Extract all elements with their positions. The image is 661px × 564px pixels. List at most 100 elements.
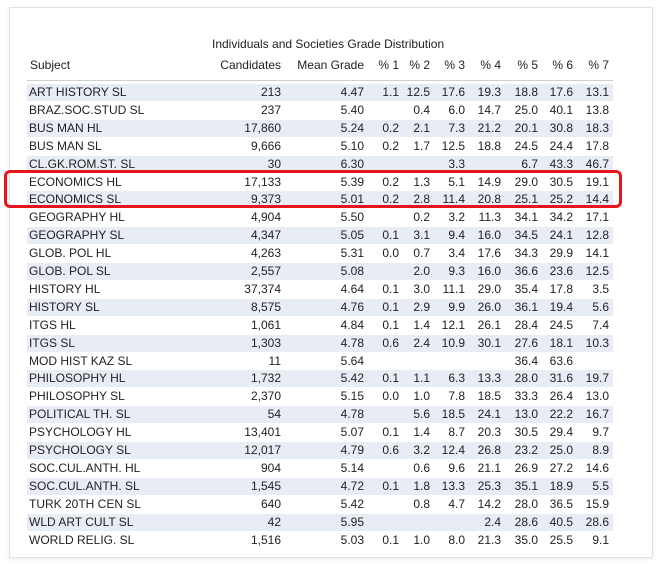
- cell-pct-7: 9.1: [592, 532, 609, 547]
- header-mean-grade: Mean Grade: [297, 58, 364, 72]
- cell-subject: POLITICAL TH. SL: [29, 407, 131, 422]
- cell-pct-7: 13.0: [585, 389, 609, 404]
- cell-pct-6: 40.1: [549, 102, 573, 117]
- cell-pct-2: 3.0: [413, 281, 430, 296]
- cell-pct-3: 3.2: [448, 210, 465, 225]
- cell-subject: GEOGRAPHY SL: [29, 228, 125, 243]
- table-row: PSYCHOLOGY HL 13,401 5.07 0.1 1.4 8.7 20.3 30.5…: [27, 424, 613, 441]
- cell-pct-2: 2.4: [413, 335, 430, 350]
- cell-pct-3: 3.3: [448, 156, 465, 171]
- cell-pct-6: 26.4: [549, 389, 573, 404]
- cell-pct-4: 26.1: [477, 317, 501, 332]
- table-row: WLD ART CULT SL 42 5.95 2.4 28.6 40.5 28.6: [27, 513, 613, 531]
- cell-pct-6: 19.4: [549, 299, 573, 314]
- cell-pct-3: 18.5: [441, 407, 465, 422]
- cell-pct-7: 14.1: [585, 246, 609, 261]
- cell-pct-6: 18.9: [549, 478, 573, 493]
- cell-candidates: 1,061: [250, 317, 281, 332]
- cell-pct-2: 1.0: [413, 389, 430, 404]
- cell-mean-grade: 4.84: [340, 317, 364, 332]
- cell-pct-2: 2.8: [413, 192, 430, 207]
- cell-pct-1: 0.1: [382, 281, 399, 296]
- cell-pct-5: 25.1: [514, 192, 538, 207]
- cell-pct-6: 30.5: [549, 174, 573, 189]
- cell-pct-3: 7.3: [448, 120, 465, 135]
- cell-pct-1: 0.6: [382, 335, 399, 350]
- cell-pct-3: 6.3: [448, 371, 465, 386]
- cell-pct-2: 1.4: [413, 317, 430, 332]
- cell-candidates: 2,370: [250, 389, 281, 404]
- cell-pct-6: 29.4: [549, 425, 573, 440]
- cell-pct-7: 5.5: [592, 478, 609, 493]
- cell-pct-4: 20.8: [477, 192, 501, 207]
- cell-pct-6: 34.2: [549, 210, 573, 225]
- cell-mean-grade: 5.31: [340, 246, 364, 261]
- cell-subject: ITGS HL: [29, 317, 76, 332]
- cell-subject: WORLD RELIG. SL: [29, 532, 135, 547]
- cell-candidates: 4,263: [250, 246, 281, 261]
- cell-pct-7: 28.6: [585, 514, 609, 529]
- cell-pct-3: 17.6: [441, 85, 465, 99]
- cell-pct-4: 21.3: [477, 532, 501, 547]
- cell-pct-5: 28.0: [514, 371, 538, 386]
- cell-pct-5: 34.5: [514, 228, 538, 243]
- cell-pct-5: 28.0: [514, 496, 538, 511]
- cell-pct-4: 24.1: [477, 407, 501, 422]
- table-row: GEOGRAPHY SL 4,347 5.05 0.1 3.1 9.4 16.0 34.5 24…: [27, 227, 613, 245]
- table-row: HISTORY HL 37,374 4.64 0.1 3.0 11.1 29.0 35.4 17…: [27, 281, 613, 298]
- cell-pct-7: 13.8: [585, 102, 609, 117]
- table-row: PHILOSOPHY HL 1,732 5.42 0.1 1.1 6.3 13.3 28.0 3…: [27, 370, 613, 388]
- cell-mean-grade: 5.03: [340, 532, 364, 547]
- cell-subject: HISTORY HL: [29, 281, 101, 296]
- cell-pct-2: 0.8: [413, 496, 430, 511]
- cell-pct-3: 8.0: [448, 532, 465, 547]
- cell-candidates: 17,133: [244, 174, 281, 189]
- cell-mean-grade: 5.10: [340, 138, 364, 153]
- table-row: GLOB. POL SL 2,557 5.08 2.0 9.3 16.0 36.6 23.6 1…: [27, 263, 613, 280]
- cell-pct-6: 25.5: [549, 532, 573, 547]
- cell-mean-grade: 4.72: [340, 478, 364, 493]
- cell-pct-6: 29.9: [549, 246, 573, 261]
- cell-subject: PHILOSOPHY SL: [29, 389, 125, 404]
- cell-pct-1: 0.1: [382, 299, 399, 314]
- cell-candidates: 237: [260, 102, 281, 117]
- cell-pct-7: 8.9: [592, 443, 609, 457]
- cell-pct-2: 1.8: [413, 478, 430, 493]
- cell-pct-7: 17.8: [585, 138, 609, 153]
- cell-pct-4: 30.1: [477, 335, 501, 350]
- cell-mean-grade: 4.78: [340, 335, 364, 350]
- cell-pct-5: 36.1: [514, 299, 538, 314]
- cell-pct-6: 31.6: [549, 371, 573, 386]
- cell-pct-7: 18.3: [585, 120, 609, 135]
- table-row: ECONOMICS SL 9,373 5.01 0.2 2.8 11.4 20.8 25.1 2…: [27, 191, 613, 209]
- cell-pct-1: 0.1: [382, 371, 399, 386]
- cell-mean-grade: 5.07: [340, 425, 364, 440]
- cell-pct-1: 0.2: [382, 174, 399, 189]
- table-row: BUS MAN HL 17,860 5.24 0.2 2.1 7.3 21.2 20.1 30.…: [27, 119, 613, 137]
- table-row: GEOGRAPHY HL 4,904 5.50 0.2 3.2 11.3 34.1 34.2 1…: [27, 209, 613, 226]
- cell-pct-2: 0.6: [413, 460, 430, 475]
- cell-pct-5: 34.3: [514, 246, 538, 261]
- cell-pct-7: 17.1: [585, 210, 609, 225]
- cell-pct-6: 23.6: [549, 264, 573, 278]
- header-divider: [27, 80, 613, 81]
- cell-mean-grade: 5.15: [340, 389, 364, 404]
- header-pct-7: % 7: [588, 58, 609, 72]
- cell-mean-grade: 4.64: [340, 281, 364, 296]
- cell-pct-5: 36.6: [514, 264, 538, 278]
- cell-pct-5: 30.5: [514, 425, 538, 440]
- cell-pct-4: 19.3: [477, 85, 501, 99]
- cell-pct-4: 2.4: [484, 514, 501, 529]
- cell-pct-3: 8.7: [448, 425, 465, 440]
- table-row: POLITICAL TH. SL 54 4.78 5.6 18.5 24.1 13.0 22.…: [27, 406, 613, 424]
- cell-pct-3: 6.0: [448, 102, 465, 117]
- cell-pct-7: 14.4: [585, 192, 609, 207]
- cell-candidates: 12,017: [244, 443, 281, 457]
- cell-candidates: 8,575: [250, 299, 281, 314]
- cell-subject: HISTORY SL: [29, 299, 100, 314]
- cell-pct-4: 26.8: [477, 443, 501, 457]
- cell-candidates: 42: [267, 514, 281, 529]
- cell-pct-1: 0.1: [382, 532, 399, 547]
- cell-pct-7: 5.6: [592, 299, 609, 314]
- cell-pct-7: 19.7: [585, 371, 609, 386]
